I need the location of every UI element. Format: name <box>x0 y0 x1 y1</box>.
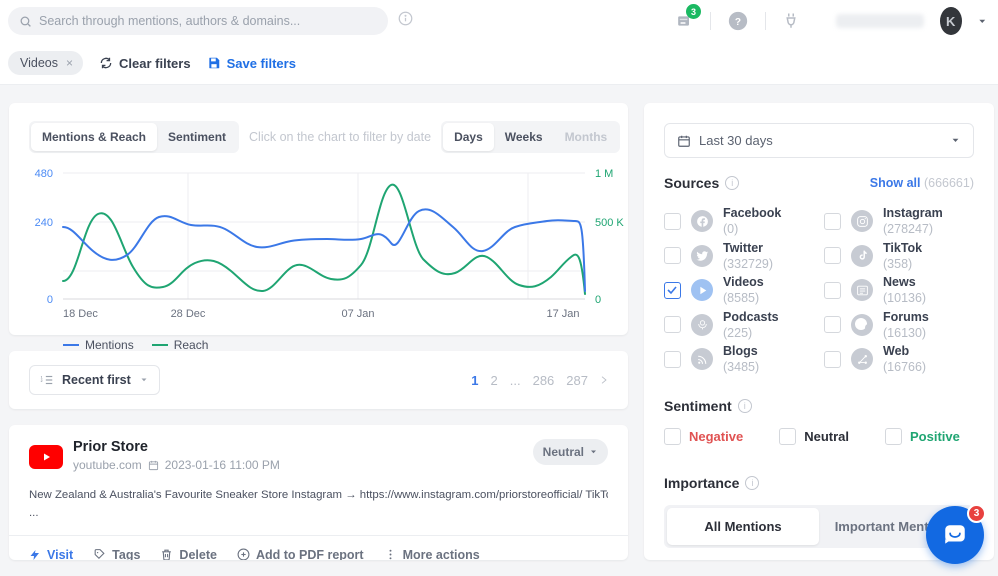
svg-text:0: 0 <box>595 294 601 306</box>
svg-text:17 Jan: 17 Jan <box>546 308 579 320</box>
svg-text:07 Jan: 07 Jan <box>341 308 374 320</box>
svg-text:?: ? <box>735 17 741 28</box>
svg-text:480: 480 <box>35 168 53 180</box>
svg-text:2: 2 <box>41 379 43 383</box>
svg-text:500 K: 500 K <box>595 217 624 229</box>
svg-text:240: 240 <box>35 217 53 229</box>
svg-text:0: 0 <box>47 294 53 306</box>
svg-text:18 Dec: 18 Dec <box>63 308 98 320</box>
svg-text:28 Dec: 28 Dec <box>171 308 206 320</box>
svg-text:1 M: 1 M <box>595 168 613 180</box>
